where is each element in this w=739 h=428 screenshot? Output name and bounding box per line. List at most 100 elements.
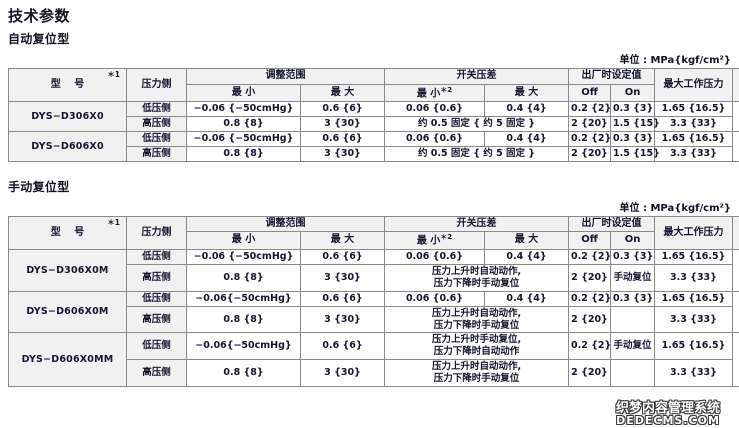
header-max-working-pressure: 最大工作压力: [655, 216, 733, 249]
adjust-min-cell: 0.8 {8}: [187, 146, 301, 161]
max-pressure-cell: 3.3 {33}: [655, 360, 733, 387]
switch-min-cell: 0.06 {0.6}: [385, 250, 485, 265]
factory-on-cell: 0.3 {3}: [611, 250, 655, 265]
adjust-max-cell: 0.6 {6}: [301, 132, 385, 147]
contact-type-cell: 图 2: [733, 132, 739, 162]
factory-on-cell: 1.5 {15}: [611, 146, 655, 161]
spec-table-auto-reset: ＊1 型 号 压力侧 调整范围 开关压差 出厂时设定值 最大工作压力 接点形式 …: [8, 68, 739, 162]
header-contact-type: 接点形式: [733, 69, 739, 102]
adjust-min-cell: −0.06{−50cmHg}: [187, 291, 301, 306]
contact-type-cell: 图 5: [733, 333, 739, 387]
adjust-max-cell: 0.6 {6}: [301, 291, 385, 306]
header-switch-max: 最 大: [485, 232, 569, 250]
header-model-label: 型 号: [46, 79, 89, 90]
factory-off-cell: 2 {20}: [569, 117, 611, 132]
factory-off-cell: 2 {20}: [569, 306, 611, 333]
factory-on-cell: 0.3 {3}: [611, 102, 655, 117]
adjust-min-cell: −0.06 {−50cmHg}: [187, 102, 301, 117]
contact-type-cell: 图 1: [733, 102, 739, 132]
switch-min-cell: 0.06 {0.6}: [385, 132, 485, 147]
max-pressure-cell: 1.65 {16.5}: [655, 250, 733, 265]
table-header-auto: ＊1 型 号 压力侧 调整范围 开关压差 出厂时设定值 最大工作压力 接点形式 …: [9, 69, 739, 102]
spec-table-manual-reset: ＊1 型 号 压力侧 调整范围 开关压差 出厂时设定值 最大工作压力 接点形式 …: [8, 216, 739, 387]
model-cell: DYS−D306X0: [9, 102, 127, 132]
header-switch-min-label: 最 小: [417, 236, 440, 247]
header-model-label: 型 号: [46, 227, 89, 238]
header-adjust-max: 最 大: [301, 84, 385, 102]
header-pressure-side: 压力侧: [127, 216, 187, 249]
factory-on-cell: 0.3 {3}: [611, 291, 655, 306]
pressure-side-cell: 高压侧: [127, 360, 187, 387]
switch-max-cell: 0.4 {4}: [485, 102, 569, 117]
spec-page: 技术参数 自动复位型 单位 : MPa{kgf/cm²} ＊1 型 号 压力侧 …: [0, 5, 739, 428]
pressure-side-cell: 低压侧: [127, 102, 187, 117]
switch-diff-cell: 约 0.5 固定 { 约 5 固定 }: [385, 146, 569, 161]
factory-on-cell: 0.3 {3}: [611, 132, 655, 147]
model-footnote-marker: ＊1: [107, 218, 120, 227]
header-model: ＊1 型 号: [9, 216, 127, 249]
header-on: On: [611, 84, 655, 102]
unit-row-2: 单位 : MPa{kgf/cm²}: [0, 198, 739, 215]
adjust-min-cell: 0.8 {8}: [187, 265, 301, 292]
max-pressure-cell: 1.65 {16.5}: [655, 132, 733, 147]
header-switch-diff: 开关压差: [385, 69, 569, 85]
header-adjust-range: 调整范围: [187, 216, 385, 232]
factory-on-cell: [611, 306, 655, 333]
header-pressure-side: 压力侧: [127, 69, 187, 102]
header-switch-max: 最 大: [485, 84, 569, 102]
header-on: On: [611, 232, 655, 250]
adjust-min-cell: −0.06 {−50cmHg}: [187, 250, 301, 265]
watermark-line-2: DEDECMS.COM: [599, 415, 737, 427]
switch-diff-cell: 压力上升时手动复位,压力下降时自动动作: [385, 333, 569, 360]
adjust-min-cell: −0.06 {−50cmHg}: [187, 132, 301, 147]
adjust-max-cell: 0.6 {6}: [301, 333, 385, 360]
header-switch-min-label: 最 小: [417, 88, 440, 99]
header-row-top: ＊1 型 号 压力侧 调整范围 开关压差 出厂时设定值 最大工作压力 接点形式 …: [9, 216, 739, 232]
header-adjust-min: 最 小: [187, 232, 301, 250]
switch-min-cell: 0.06 {0.6}: [385, 102, 485, 117]
section-heading-manual-reset: 手动复位型: [8, 178, 70, 195]
header-switch-diff: 开关压差: [385, 216, 569, 232]
factory-off-cell: 0.2 {2}: [569, 333, 611, 360]
watermark-line-1: 织梦内容管理系统: [599, 402, 737, 416]
adjust-min-cell: 0.8 {8}: [187, 360, 301, 387]
adjust-min-cell: 0.8 {8}: [187, 306, 301, 333]
factory-on-cell: [611, 360, 655, 387]
adjust-max-cell: 0.6 {6}: [301, 102, 385, 117]
header-adjust-max: 最 大: [301, 232, 385, 250]
header-factory-set: 出厂时设定值: [569, 216, 655, 232]
switch-diff-cell: 约 0.5 固定 { 约 5 固定 }: [385, 117, 569, 132]
switch-min-footnote-marker: ＊2: [440, 86, 452, 94]
model-footnote-marker: ＊1: [107, 70, 120, 79]
section-heading-auto-reset: 自动复位型: [8, 30, 70, 47]
factory-on-cell: 1.5 {15}: [611, 117, 655, 132]
unit-label-1: 单位 : MPa{kgf/cm²}: [620, 51, 732, 66]
pressure-side-cell: 低压侧: [127, 333, 187, 360]
switch-max-cell: 0.4 {4}: [485, 132, 569, 147]
max-pressure-cell: 3.3 {33}: [655, 265, 733, 292]
header-adjust-range: 调整范围: [187, 69, 385, 85]
max-pressure-cell: 1.65 {16.5}: [655, 102, 733, 117]
header-off: Off: [569, 232, 611, 250]
model-cell: DYS−D306X0M: [9, 250, 127, 292]
header-adjust-min: 最 小: [187, 84, 301, 102]
pressure-side-cell: 高压侧: [127, 306, 187, 333]
factory-off-cell: 2 {20}: [569, 360, 611, 387]
adjust-max-cell: 0.6 {6}: [301, 250, 385, 265]
pressure-side-cell: 高压侧: [127, 146, 187, 161]
factory-off-cell: 2 {20}: [569, 146, 611, 161]
page-title: 技术参数: [8, 5, 739, 26]
factory-off-cell: 0.2 {2}: [569, 102, 611, 117]
pressure-side-cell: 低压侧: [127, 291, 187, 306]
max-pressure-cell: 3.3 {33}: [655, 306, 733, 333]
adjust-min-cell: 0.8 {8}: [187, 117, 301, 132]
model-cell: DYS−D606X0: [9, 132, 127, 162]
switch-diff-cell: 压力上升时自动动作,压力下降时手动复位: [385, 265, 569, 292]
switch-diff-cell: 压力上升时自动动作,压力下降时手动复位: [385, 306, 569, 333]
adjust-max-cell: 3 {30}: [301, 117, 385, 132]
